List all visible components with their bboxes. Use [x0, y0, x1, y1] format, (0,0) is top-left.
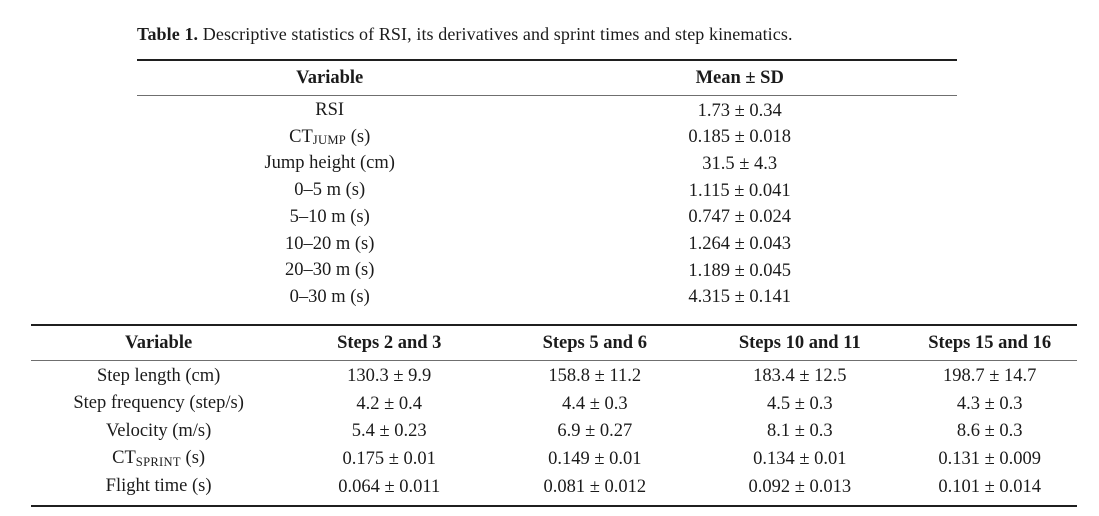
- mean-sd-cell: 4.2 ± 0.4: [356, 393, 423, 414]
- mean-sd-cell: 1.115 ± 0.041: [688, 180, 791, 201]
- table-row: 10–20 m (s) 1.264 ± 0.043: [137, 232, 957, 259]
- mean-sd-cell: 4.3 ± 0.3: [956, 393, 1023, 414]
- mean-sd-cell: 0.101 ± 0.014: [938, 476, 1041, 497]
- variable-cell: 5–10 m (s): [137, 205, 522, 232]
- variable-name: 0–5 m (s): [294, 180, 366, 201]
- table-row: RSI 1.73 ± 0.34: [137, 96, 957, 125]
- variable-unit: (s): [180, 448, 206, 469]
- column-header-variable: Variable: [137, 60, 523, 96]
- mean-sd-cell: 8.1 ± 0.3: [766, 421, 833, 442]
- mean-sd-cell: 130.3 ± 9.9: [347, 366, 432, 387]
- rsi-sprint-stats-table: Variable Mean ± SD RSI 1.73 ± 0.34 CTJUM…: [137, 59, 957, 312]
- variable-cell: CTJUMP (s): [137, 125, 522, 152]
- variable-name: Velocity (m/s): [105, 420, 212, 441]
- mean-sd-cell: 4.5 ± 0.3: [766, 393, 833, 414]
- column-header-mean-sd: Mean ± SD: [522, 60, 957, 96]
- variable-cell: Step length (cm): [31, 360, 286, 390]
- table-caption-label: Table 1.: [137, 24, 199, 44]
- table-row: 0–30 m (s) 4.315 ± 0.141: [137, 285, 957, 312]
- mean-sd-cell: 0.149 ± 0.01: [548, 448, 642, 469]
- table-header-row: Variable Mean ± SD: [137, 60, 957, 96]
- table-row: Step frequency (step/s) 4.2 ± 0.4 4.4 ± …: [31, 390, 1077, 418]
- variable-cell: CTSPRINT (s): [31, 445, 286, 473]
- mean-sd-cell: 31.5 ± 4.3: [702, 153, 778, 174]
- mean-sd-cell: 0.131 ± 0.009: [938, 448, 1041, 469]
- variable-name: Flight time (s): [105, 476, 212, 496]
- mean-sd-cell: 0.134 ± 0.01: [753, 448, 847, 469]
- table-row: Step length (cm) 130.3 ± 9.9 158.8 ± 11.…: [31, 360, 1077, 390]
- variable-cell: 0–5 m (s): [137, 178, 522, 205]
- table-row: CTSPRINT (s) 0.175 ± 0.01 0.149 ± 0.01 0…: [31, 445, 1077, 473]
- column-header-steps-15-16: Steps 15 and 16: [902, 324, 1077, 361]
- variable-cell: Jump height (cm): [137, 151, 522, 178]
- variable-name: RSI: [315, 100, 345, 120]
- table-row: Jump height (cm) 31.5 ± 4.3: [137, 151, 957, 178]
- column-header-variable: Variable: [31, 324, 287, 361]
- mean-sd-cell: 4.315 ± 0.141: [688, 287, 792, 308]
- mean-sd-cell: 0.092 ± 0.013: [748, 476, 852, 497]
- variable-name: 10–20 m (s): [284, 233, 375, 254]
- variable-cell: Step frequency (step/s): [31, 390, 286, 418]
- variable-cell: RSI: [137, 96, 522, 125]
- mean-sd-cell: 158.8 ± 11.2: [548, 366, 642, 387]
- variable-cell: 20–30 m (s): [137, 258, 522, 285]
- table-row: 0–5 m (s) 1.115 ± 0.041: [137, 178, 957, 205]
- variable-unit: (s): [346, 126, 371, 147]
- mean-sd-cell: 6.9 ± 0.27: [557, 421, 633, 442]
- mean-sd-cell: 4.4 ± 0.3: [561, 393, 628, 414]
- table-row: CTJUMP (s) 0.185 ± 0.018: [137, 125, 957, 152]
- mean-sd-cell: 5.4 ± 0.23: [351, 421, 427, 442]
- variable-name: 0–30 m (s): [289, 286, 370, 307]
- mean-sd-cell: 0.081 ± 0.012: [543, 476, 647, 497]
- mean-sd-cell: 1.73 ± 0.34: [697, 100, 782, 121]
- table-row: 20–30 m (s) 1.189 ± 0.045: [137, 258, 957, 285]
- table-row: 5–10 m (s) 0.747 ± 0.024: [137, 205, 957, 232]
- table-caption-text: Descriptive statistics of RSI, its deriv…: [202, 24, 793, 44]
- variable-name: Jump height (cm): [264, 153, 395, 174]
- variable-cell: Velocity (m/s): [31, 418, 286, 446]
- column-header-steps-2-3: Steps 2 and 3: [286, 324, 493, 361]
- variable-name: CT: [112, 448, 136, 469]
- column-header-steps-10-11: Steps 10 and 11: [697, 324, 903, 361]
- variable-cell: 0–30 m (s): [137, 285, 522, 312]
- table-row: Flight time (s) 0.064 ± 0.011 0.081 ± 0.…: [31, 473, 1077, 506]
- mean-sd-cell: 198.7 ± 14.7: [942, 366, 1037, 387]
- variable-cell: 10–20 m (s): [137, 232, 522, 259]
- mean-sd-cell: 0.175 ± 0.01: [342, 448, 436, 469]
- mean-sd-cell: 0.064 ± 0.011: [338, 476, 441, 497]
- variable-name: 5–10 m (s): [289, 206, 370, 227]
- variable-subscript: SPRINT: [135, 455, 181, 470]
- table-header-row: Variable Steps 2 and 3 Steps 5 and 6 Ste…: [31, 324, 1077, 361]
- mean-sd-cell: 1.264 ± 0.043: [688, 234, 792, 255]
- variable-cell: Flight time (s): [31, 473, 286, 506]
- mean-sd-cell: 8.6 ± 0.3: [956, 421, 1023, 442]
- mean-sd-cell: 183.4 ± 12.5: [753, 366, 847, 387]
- table-caption: Table 1. Descriptive statistics of RSI, …: [137, 22, 957, 46]
- variable-name: CT: [289, 126, 313, 147]
- variable-name: Step frequency (step/s): [73, 393, 244, 414]
- variable-name: Step length (cm): [96, 365, 221, 386]
- variable-name: 20–30 m (s): [284, 260, 375, 281]
- step-kinematics-table: Variable Steps 2 and 3 Steps 5 and 6 Ste…: [31, 323, 1077, 507]
- mean-sd-cell: 0.185 ± 0.018: [688, 127, 792, 148]
- table-row: Velocity (m/s) 5.4 ± 0.23 6.9 ± 0.27 8.1…: [31, 418, 1077, 446]
- mean-sd-cell: 1.189 ± 0.045: [688, 260, 792, 281]
- mean-sd-cell: 0.747 ± 0.024: [688, 207, 792, 228]
- variable-subscript: JUMP: [312, 133, 347, 148]
- column-header-steps-5-6: Steps 5 and 6: [492, 324, 698, 361]
